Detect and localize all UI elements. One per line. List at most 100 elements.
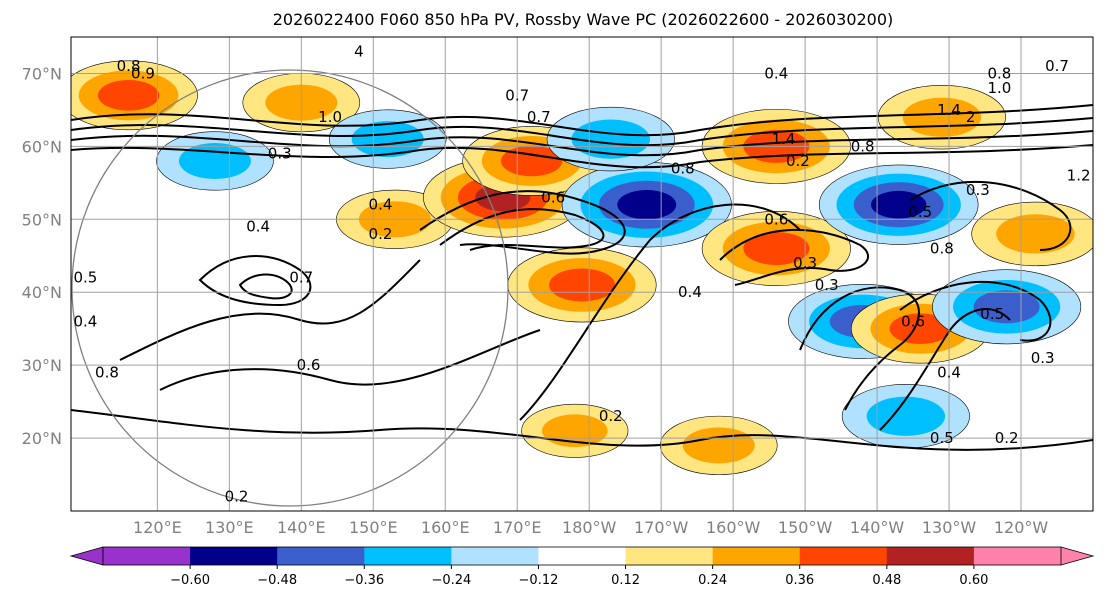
colorbar-segment [712,547,801,565]
colorbar-segment [973,547,1062,565]
colorbar-extend-max [1060,546,1095,566]
colorbar-tick-label: −0.24 [431,573,471,588]
contour-label: 0.8 [671,159,695,177]
contour-label: 0.9 [131,64,155,82]
map-area: 0.80.941.00.30.70.70.60.40.20.40.70.50.4… [71,37,1093,511]
contour-line [71,130,1093,157]
colorbar-segment [277,547,365,565]
contour-label: 2 [966,108,976,126]
anomaly-blob [561,162,732,248]
anomaly-blob [841,384,970,449]
longitude-tick-label: 120°W [994,518,1049,537]
contour-line [719,228,869,286]
contour-label: 0.3 [1031,349,1055,367]
contour-label: 0.4 [246,218,270,236]
contour-label: 0.6 [541,188,565,206]
contour-label: 1.2 [1067,167,1091,185]
anomaly-blob [156,131,274,191]
colorbar-segment [364,547,452,565]
contour-label: 0.2 [995,429,1019,447]
pv-contours [71,104,1093,451]
latitude-tick-label: 20°N [22,429,62,448]
longitude-tick-label: 150°E [349,518,398,537]
contour-label: 0.7 [1045,57,1069,75]
contour-line [519,203,801,421]
colorbar-segment [799,547,888,565]
colorbar-segment [190,547,278,565]
colorbar-tick-label: 0.24 [698,573,727,588]
colorbar-segment [451,547,539,565]
map-frame [70,36,1094,512]
contour-line [419,190,626,255]
anomaly-blob [507,247,657,323]
contour-line [899,280,1052,342]
contour-line [71,144,1093,169]
contour-label: 0.2 [225,487,249,505]
contour-label: 0.6 [764,210,788,228]
anomaly-shade [97,80,160,111]
contour-line [879,308,1011,431]
contour-line [799,286,920,411]
colorbar-tick-label: −0.36 [344,573,384,588]
contour-label: 0.4 [369,196,393,214]
longitude-tick-label: 180°W [562,518,617,537]
contour-line [71,104,1093,137]
longitude-tick-labels: 120°E 130°E 140°E 150°E 160°E 170°E 180°W 170°W… [133,518,1048,537]
colorbar-segment [625,547,714,565]
anomaly-shade [973,290,1040,324]
latitude-tick-label: 50°N [22,210,62,229]
colorbar-segment [103,547,191,565]
contour-label: 0.3 [268,145,292,163]
anomaly-shade [996,214,1075,254]
contour-label: 0.5 [73,269,97,287]
colorbar-tick-label: 0.48 [872,573,901,588]
contour-line [198,255,312,307]
colorbar-tick-label: 0.12 [611,573,640,588]
contour-label: 0.4 [73,312,97,330]
anomaly-shade [351,121,424,158]
contour-label: 0.4 [937,363,961,381]
contour-labels: 0.80.941.00.30.70.70.60.40.20.40.70.50.4… [73,43,1091,506]
colorbar: −0.60 −0.48 −0.36 −0.24 −0.12 0.12 0.24 0.36 0.4… [69,546,1095,588]
contour-label: 0.2 [599,407,623,425]
contour-label: 0.2 [369,225,393,243]
colorbar-segment [538,547,627,565]
anomaly-blob [818,164,979,245]
longitude-tick-label: 160°W [706,518,761,537]
colorbar-segment [886,547,975,565]
longitude-tick-label: 130°W [922,518,977,537]
anomaly-blob [659,415,778,475]
anomaly-blob [546,106,675,172]
contour-line [71,117,1093,147]
colorbar-outline [102,546,1062,566]
contour-label: 0.3 [815,276,839,294]
contour-label: 1.0 [988,79,1012,97]
anomaly-shade [889,313,951,345]
contour-label: 0.4 [678,283,702,301]
longitude-tick-label: 120°E [133,518,182,537]
colorbar-tick-label: 0.36 [785,573,814,588]
latitude-tick-label: 40°N [22,283,62,302]
contour-label: 0.7 [289,269,313,287]
anomaly-blob [971,201,1093,267]
contour-label: 0.8 [117,57,141,75]
anomaly-shade [571,119,651,159]
colorbar-tick-label: −0.60 [170,573,210,588]
contour-label: 0.7 [527,108,551,126]
contour-label: 0.4 [764,64,788,82]
anomaly-shade [866,396,946,436]
contour-label: 0.5 [980,305,1004,323]
contour-label: 0.2 [786,152,810,170]
anomaly-shade [682,427,755,464]
anomaly-shade [549,268,615,302]
colorbar-tick-label: −0.48 [257,573,297,588]
contour-line [238,273,293,300]
latitude-tick-label: 30°N [22,356,62,375]
latitude-tick-label: 70°N [22,64,62,83]
contour-line [119,259,421,361]
contour-label: 0.3 [966,181,990,199]
contour-label: 0.8 [851,137,875,155]
contour-label: 0.3 [793,254,817,272]
contour-line [439,208,605,251]
